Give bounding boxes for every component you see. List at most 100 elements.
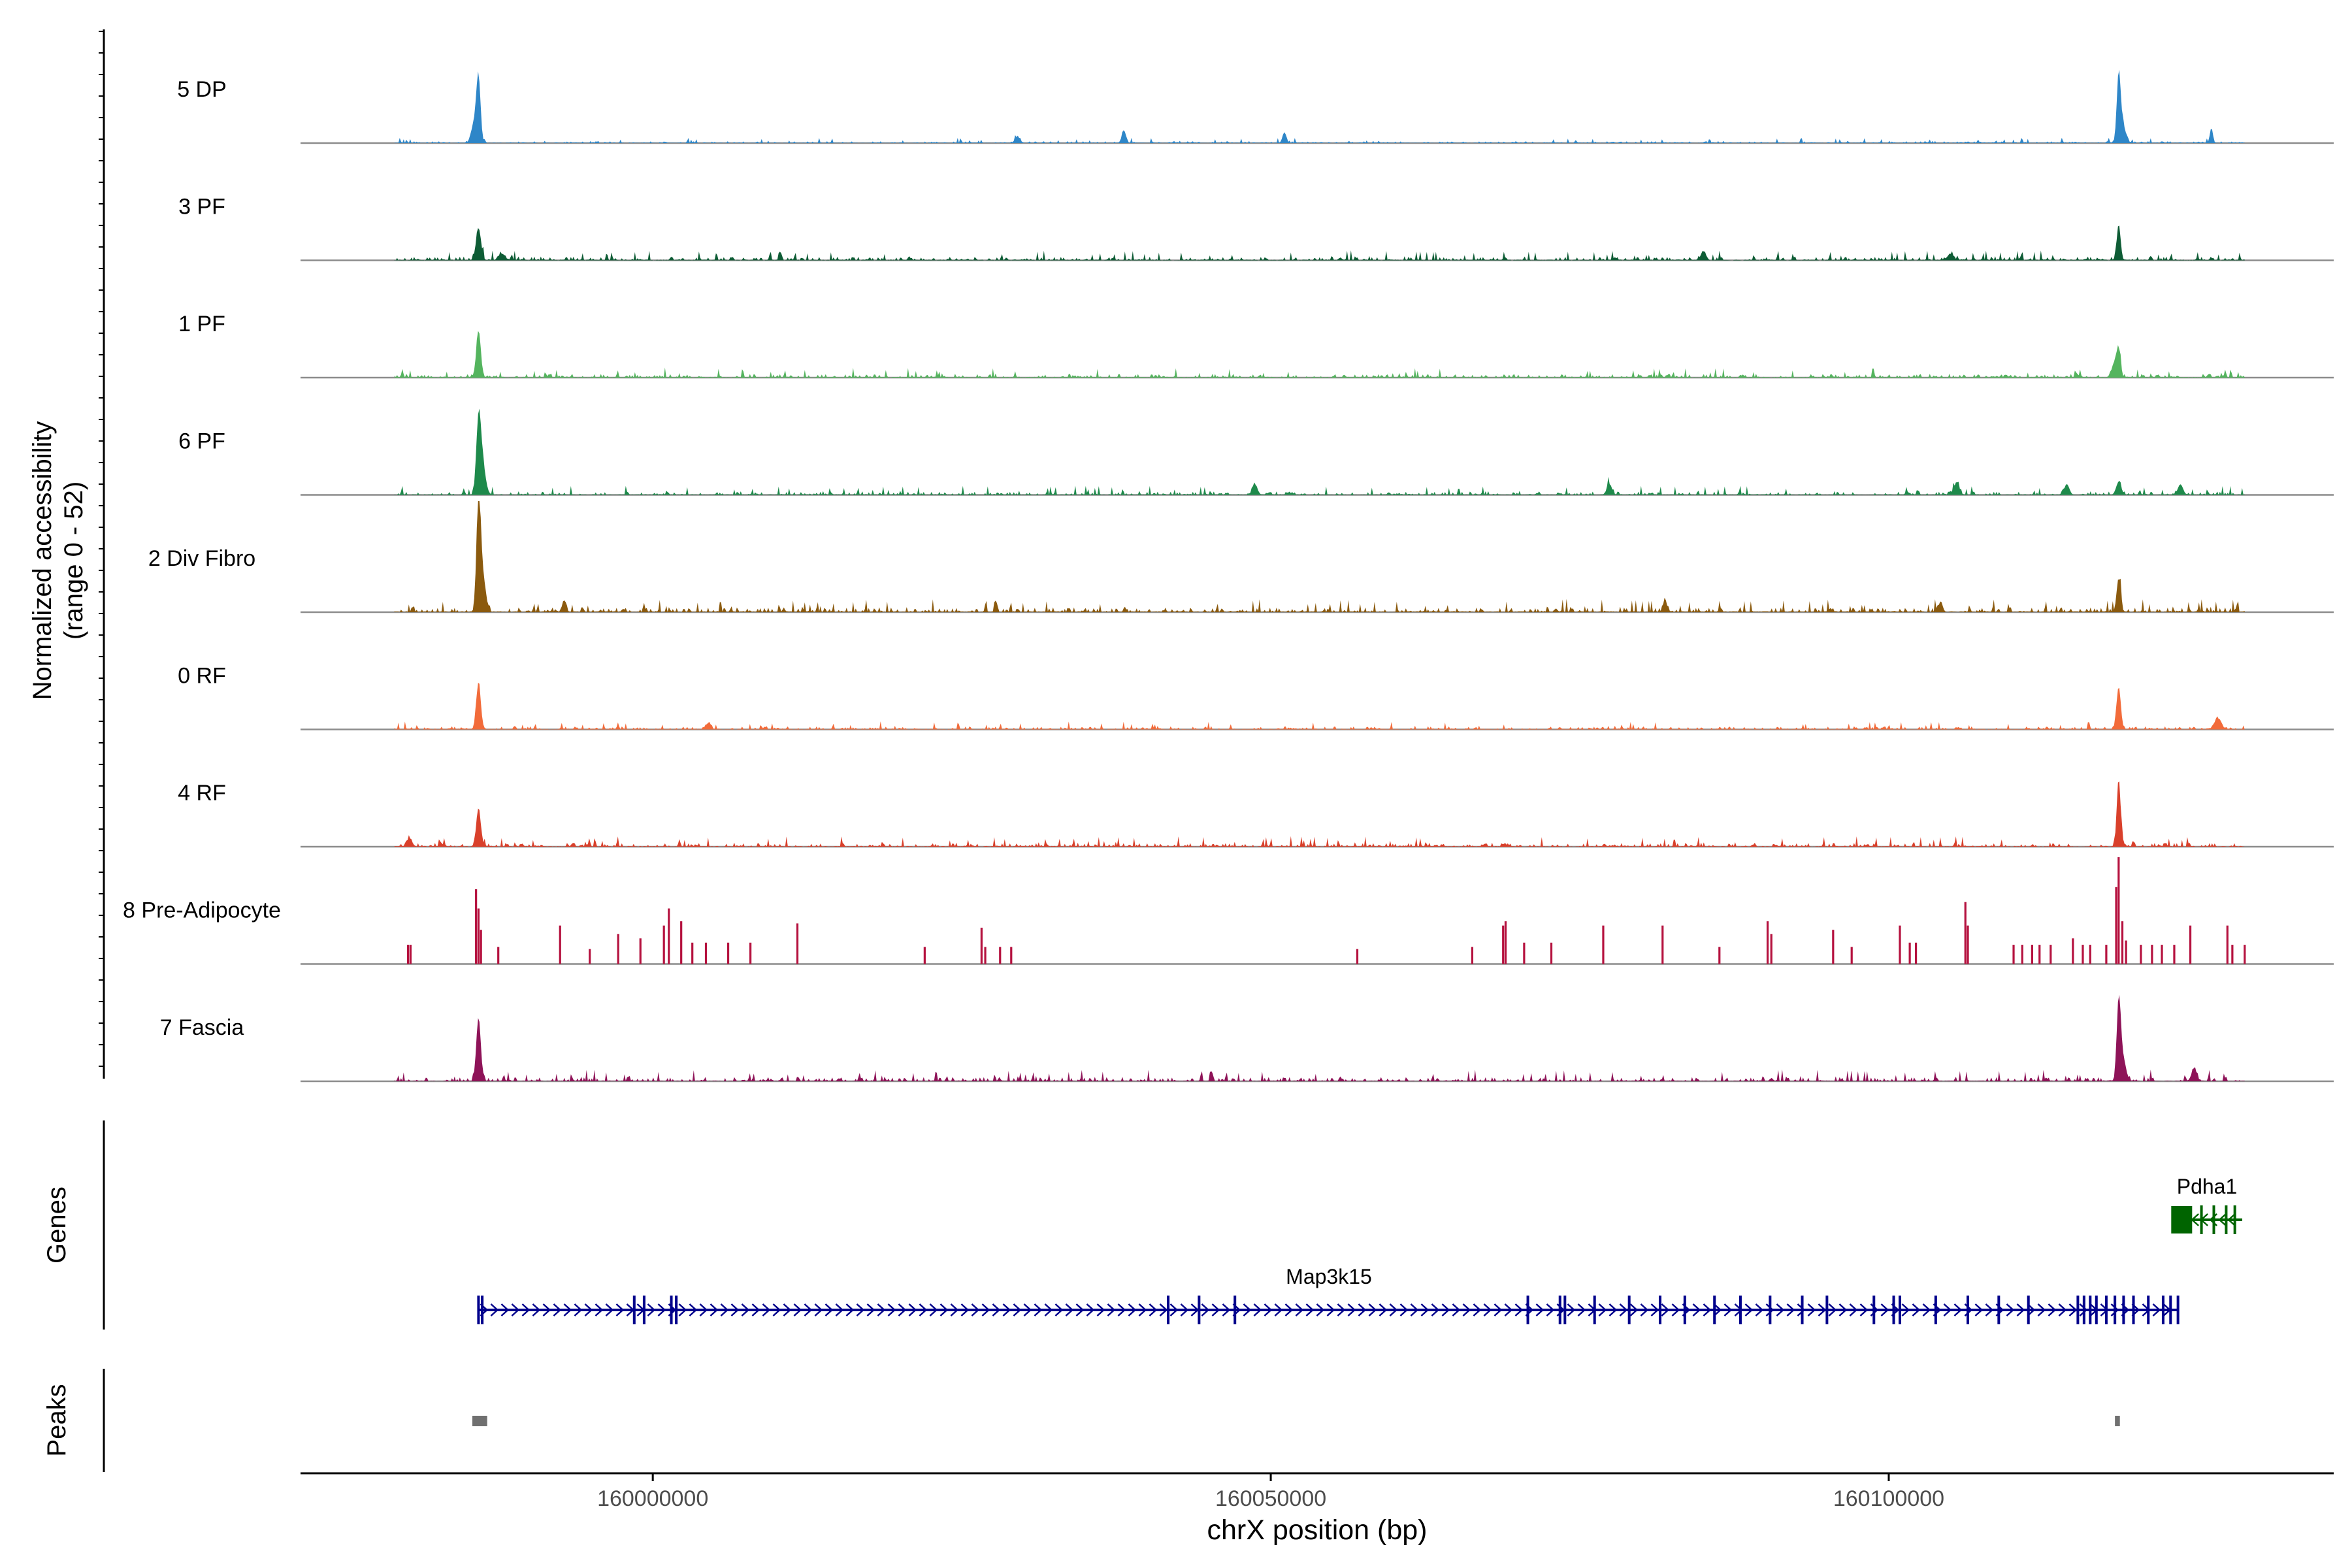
gene-track: Map3k15 Pdha1 bbox=[477, 1175, 2243, 1324]
track-spike bbox=[1356, 949, 1359, 964]
track-spike bbox=[475, 889, 478, 964]
gene-strand-chevron bbox=[1535, 1303, 1544, 1316]
track-label: 2 Div Fibro bbox=[148, 546, 255, 571]
gene-strand-chevron bbox=[1420, 1303, 1429, 1316]
gene-strand-chevron bbox=[1577, 1303, 1586, 1316]
track-1-pf: 1 PF bbox=[178, 312, 2334, 379]
gene-strand-chevron bbox=[1859, 1303, 1869, 1316]
gene-strand-chevron bbox=[814, 1303, 823, 1316]
gene-strand-chevron bbox=[1399, 1303, 1409, 1316]
gene-exon bbox=[1934, 1296, 1937, 1324]
gene-strand-chevron bbox=[1723, 1303, 1733, 1316]
gene-strand-chevron bbox=[2218, 1213, 2227, 1226]
gene-pdha1: Pdha1 bbox=[2171, 1175, 2243, 1234]
track-spike bbox=[796, 923, 799, 964]
gene-strand-chevron bbox=[595, 1303, 604, 1316]
gene-strand-chevron bbox=[845, 1303, 855, 1316]
track-spike bbox=[662, 925, 665, 964]
gene-strand-chevron bbox=[1598, 1303, 1607, 1316]
track-spike bbox=[1504, 921, 1507, 964]
gene-exon bbox=[2027, 1296, 2030, 1324]
gene-exon bbox=[1997, 1296, 2001, 1324]
gene-strand-chevron bbox=[1818, 1303, 1827, 1316]
track-label: 6 PF bbox=[178, 429, 225, 454]
track-label: 4 RF bbox=[178, 781, 226, 806]
gene-strand-chevron bbox=[1389, 1303, 1398, 1316]
gene-strand-chevron bbox=[1013, 1303, 1022, 1316]
gene-strand-chevron bbox=[678, 1303, 687, 1316]
gene-strand-chevron bbox=[929, 1303, 938, 1316]
gene-exon bbox=[632, 1296, 636, 1324]
gene-strand-chevron bbox=[699, 1303, 708, 1316]
track-spike bbox=[1908, 942, 1911, 964]
gene-exon bbox=[1526, 1296, 1529, 1324]
gene-strand-chevron bbox=[887, 1303, 896, 1316]
gene-strand-chevron bbox=[1828, 1303, 1837, 1316]
gene-strand-chevron bbox=[1316, 1303, 1325, 1316]
track-spike bbox=[2161, 945, 2163, 964]
gene-strand-chevron bbox=[1985, 1303, 1994, 1316]
gene-strand-chevron bbox=[1023, 1303, 1032, 1316]
gene-strand-chevron bbox=[657, 1303, 666, 1316]
gene-strand-chevron bbox=[1546, 1303, 1555, 1316]
gene-exon bbox=[670, 1296, 673, 1324]
peak-region bbox=[2115, 1416, 2120, 1426]
track-label: 7 Fascia bbox=[160, 1015, 244, 1040]
track-label: 5 DP bbox=[177, 77, 227, 102]
gene-strand-chevron bbox=[835, 1303, 844, 1316]
gene-strand-chevron bbox=[647, 1303, 656, 1316]
gene-exon bbox=[477, 1296, 480, 1324]
track-spike bbox=[497, 947, 500, 964]
gene-strand-chevron bbox=[1180, 1303, 1189, 1316]
track-spike bbox=[691, 942, 694, 964]
gene-strand-chevron bbox=[1473, 1303, 1482, 1316]
gene-exon bbox=[1627, 1296, 1631, 1324]
peak-region bbox=[472, 1416, 487, 1426]
gene-strand-chevron bbox=[1107, 1303, 1116, 1316]
gene-strand-chevron bbox=[1410, 1303, 1419, 1316]
track-spike bbox=[1766, 921, 1769, 964]
gene-strand-chevron bbox=[1912, 1303, 1921, 1316]
gene-strand-chevron bbox=[1086, 1303, 1095, 1316]
coverage-axis-ticks bbox=[99, 31, 104, 1067]
track-spike bbox=[617, 934, 619, 964]
gene-strand-chevron bbox=[898, 1303, 907, 1316]
track-spike bbox=[1502, 925, 1505, 964]
gene-strand-chevron bbox=[1201, 1303, 1210, 1316]
track-spike bbox=[1718, 947, 1721, 964]
gene-strand-chevron bbox=[1169, 1303, 1179, 1316]
track-spike bbox=[704, 942, 708, 964]
gene-strand-chevron bbox=[1567, 1303, 1576, 1316]
gene-exon bbox=[2122, 1296, 2125, 1324]
gene-exon bbox=[1872, 1296, 1876, 1324]
gene-strand-chevron bbox=[720, 1303, 729, 1316]
gene-strand-chevron bbox=[1295, 1303, 1304, 1316]
gene-strand-chevron bbox=[1838, 1303, 1848, 1316]
track-spike bbox=[1899, 925, 1901, 964]
track-spike bbox=[1964, 902, 1967, 964]
gene-strand-chevron bbox=[605, 1303, 614, 1316]
gene-strand-chevron bbox=[1629, 1303, 1639, 1316]
gene-strand-chevron bbox=[950, 1303, 959, 1316]
gene-strand-chevron bbox=[1880, 1303, 1889, 1316]
gene-strand-chevron bbox=[1075, 1303, 1085, 1316]
track-spike bbox=[1523, 942, 1526, 964]
gene-strand-chevron bbox=[710, 1303, 719, 1316]
gene-strand-chevron bbox=[908, 1303, 917, 1316]
gene-exon bbox=[481, 1296, 484, 1324]
gene-strand-chevron bbox=[574, 1303, 583, 1316]
track-label: 1 PF bbox=[178, 312, 225, 336]
gene-exon bbox=[2132, 1296, 2135, 1324]
gene-strand-chevron bbox=[992, 1303, 1001, 1316]
coverage-ylabel: Normalized accessibility (range 0 - 52) bbox=[28, 421, 88, 700]
gene-strand-chevron bbox=[1807, 1303, 1816, 1316]
gene-strand-chevron bbox=[1671, 1303, 1680, 1316]
gene-strand-chevron bbox=[1337, 1303, 1346, 1316]
track-spike bbox=[480, 930, 482, 964]
gene-strand-chevron bbox=[1640, 1303, 1649, 1316]
x-axis-label: chrX position (bp) bbox=[1207, 1514, 1428, 1546]
gene-map3k15: Map3k15 bbox=[477, 1265, 2180, 1324]
gene-strand-chevron bbox=[1149, 1303, 1158, 1316]
gene-strand-chevron bbox=[511, 1303, 520, 1316]
